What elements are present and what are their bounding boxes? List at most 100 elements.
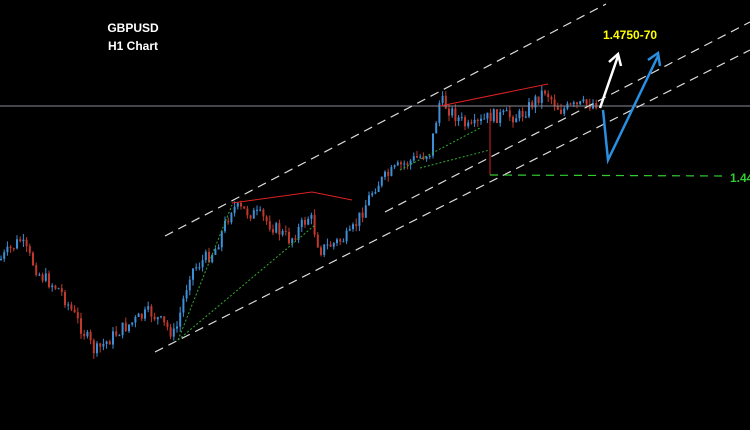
candle <box>377 185 380 192</box>
candle <box>540 90 543 103</box>
candle <box>563 108 566 114</box>
candle <box>345 230 348 242</box>
candle <box>144 309 146 319</box>
candle <box>252 210 255 219</box>
candle <box>41 274 44 281</box>
candle <box>83 333 86 337</box>
candle <box>80 318 82 334</box>
candle <box>54 285 57 289</box>
candle <box>342 241 345 243</box>
candle <box>585 99 588 105</box>
candle <box>3 252 6 259</box>
candle <box>416 156 418 158</box>
candle <box>492 109 495 122</box>
candle <box>361 212 364 218</box>
candle <box>470 122 473 124</box>
candle <box>268 221 271 230</box>
candle <box>192 268 194 280</box>
candle <box>460 117 463 119</box>
candle <box>304 219 306 225</box>
candle <box>124 322 127 332</box>
target-label: 1.4750-70 <box>603 28 657 42</box>
candle <box>448 108 450 116</box>
candle <box>374 191 377 194</box>
candle <box>326 244 329 246</box>
candle <box>131 322 134 325</box>
candle <box>44 273 47 281</box>
resistance-line <box>439 83 549 107</box>
candle <box>195 267 198 269</box>
candle <box>454 108 457 122</box>
candle <box>272 229 274 233</box>
candle <box>582 99 585 102</box>
candle <box>368 195 370 206</box>
candle <box>281 230 284 235</box>
candle <box>70 304 73 310</box>
candle <box>358 212 361 226</box>
candle <box>64 291 66 306</box>
candle <box>569 103 572 105</box>
candle <box>534 96 537 108</box>
candle <box>60 288 63 292</box>
candle <box>214 249 217 255</box>
candle <box>118 335 121 337</box>
candle <box>505 110 508 112</box>
candle <box>425 156 428 160</box>
candle <box>25 239 28 247</box>
candle <box>496 109 498 123</box>
candle <box>198 267 201 269</box>
candle <box>105 341 108 344</box>
candle <box>156 317 159 320</box>
candle <box>576 102 578 105</box>
candle <box>390 167 393 176</box>
candle <box>502 110 505 113</box>
candle <box>294 238 297 240</box>
candle <box>403 163 406 165</box>
candle <box>249 215 252 219</box>
candle <box>230 213 233 223</box>
candle <box>76 312 79 319</box>
candle <box>89 331 92 341</box>
candle <box>96 343 98 354</box>
candle <box>227 220 230 223</box>
candle <box>515 118 518 123</box>
candle <box>400 162 402 165</box>
candle <box>499 112 502 123</box>
candle <box>556 106 559 110</box>
candle <box>48 273 50 288</box>
candle <box>67 304 70 306</box>
candle <box>57 288 60 290</box>
candle <box>486 112 489 119</box>
timeframe: H1 Chart <box>108 39 158 53</box>
candle <box>236 203 239 207</box>
candle <box>182 298 185 313</box>
candle <box>297 226 300 240</box>
candle <box>435 122 438 134</box>
candle <box>19 239 22 242</box>
candle <box>243 206 246 209</box>
candle <box>476 119 479 122</box>
candle <box>240 203 242 207</box>
candle <box>147 306 150 310</box>
support-level <box>489 174 726 177</box>
channel-middle <box>384 21 750 213</box>
candle <box>134 316 137 323</box>
candle <box>166 322 169 328</box>
candle <box>211 254 214 263</box>
candle <box>473 119 476 124</box>
candle <box>291 238 294 244</box>
candle <box>16 239 18 249</box>
candle <box>73 309 76 313</box>
candle <box>128 324 130 332</box>
candle <box>22 239 25 242</box>
candle <box>179 312 182 327</box>
candle <box>220 231 223 248</box>
candle <box>265 216 268 222</box>
candle <box>428 155 431 157</box>
candle <box>32 252 34 266</box>
candle <box>300 219 303 227</box>
candle <box>102 343 105 347</box>
candle <box>544 90 546 94</box>
